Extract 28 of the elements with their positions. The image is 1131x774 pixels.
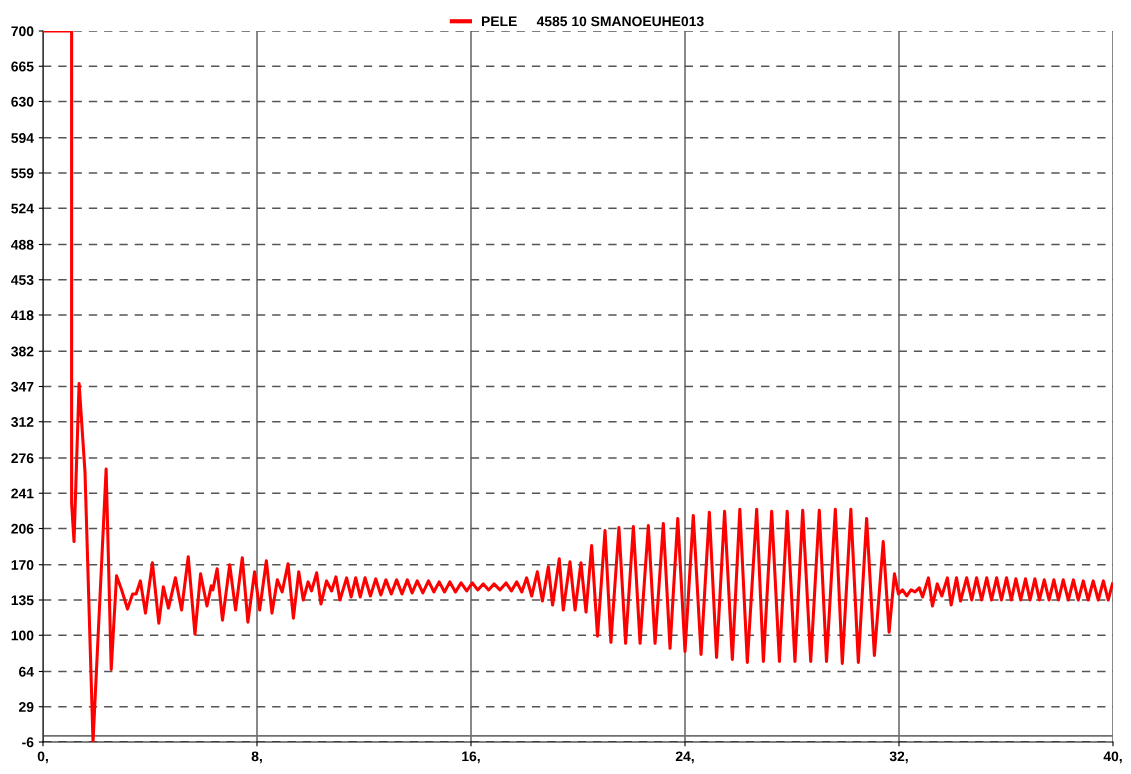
y-tick-label: 488 — [11, 239, 34, 250]
x-tick-label: 32, — [889, 751, 908, 764]
y-tick-label: 241 — [11, 488, 34, 499]
y-tick-label: 170 — [11, 560, 34, 570]
y-tick-label: 594 — [11, 133, 34, 143]
y-tick-label: 559 — [11, 168, 34, 179]
y-tick-label: 418 — [11, 310, 34, 321]
y-tick-label: 665 — [11, 61, 34, 72]
y-tick-label: 453 — [11, 275, 34, 285]
x-tick-label: 8, — [251, 751, 262, 764]
y-tick-label: 29 — [19, 702, 34, 712]
y-tick-label: 64 — [19, 666, 34, 677]
y-tick-label: 524 — [11, 203, 34, 214]
y-tick-label: 630 — [11, 96, 34, 107]
x-tick-label: 0, — [37, 751, 48, 764]
y-tick-label: -6 — [22, 737, 34, 748]
y-tick-label: 206 — [11, 523, 34, 534]
y-tick-label: 135 — [11, 595, 34, 606]
legend-label: PELE 4585 10 SMANOEUHE013 — [481, 16, 704, 27]
y-tick-label: 382 — [11, 346, 34, 357]
x-tick-label: 16, — [462, 751, 480, 764]
y-tick-label: 700 — [11, 26, 34, 37]
y-tick-label: 100 — [11, 630, 34, 641]
x-tick-label: 40, — [1103, 751, 1122, 764]
y-tick-label: 276 — [11, 453, 34, 464]
y-tick-label: 347 — [11, 381, 34, 392]
y-tick-label: 312 — [11, 417, 34, 427]
x-tick-label: 24, — [675, 751, 694, 764]
